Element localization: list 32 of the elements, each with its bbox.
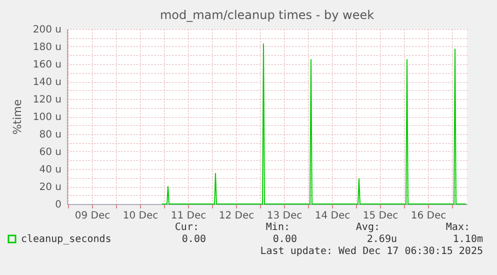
x-tick-label: 13 Dec xyxy=(266,210,302,222)
y-tick-label: 20 u xyxy=(39,182,62,193)
x-tick-label: 16 Dec xyxy=(410,210,446,222)
text: Avg: xyxy=(356,222,380,234)
y-tick-label: 200 u xyxy=(32,24,62,36)
x-tick-label: 10 Dec xyxy=(122,210,158,222)
text: 1.10m xyxy=(452,234,483,246)
x-tick-label: 11 Dec xyxy=(170,210,206,222)
text: Min: xyxy=(266,222,290,234)
y-tick-label: 140 u xyxy=(32,77,62,88)
y-tick-label: 60 u xyxy=(39,147,62,158)
x-tick-label: 09 Dec xyxy=(74,210,110,222)
text: 0.00 xyxy=(182,234,206,246)
text: 2.69u xyxy=(366,234,397,246)
y-tick-label: 180 u xyxy=(32,42,62,53)
y-tick-label: 160 u xyxy=(32,60,62,70)
text: Max: xyxy=(446,222,470,234)
chart-title: mod_mam/cleanup times - by week xyxy=(160,8,374,22)
y-axis-title: %time xyxy=(10,99,24,135)
legend-label: cleanup_seconds xyxy=(21,234,112,245)
y-tick-label: 120 u xyxy=(32,94,62,106)
y-tick-label: 100 u xyxy=(32,112,62,123)
y-tick-label: 40 u xyxy=(39,164,62,176)
x-tick-label: 15 Dec xyxy=(362,210,398,222)
x-tick-label: 14 Dec xyxy=(314,210,350,222)
x-tick-label: 12 Dec xyxy=(218,210,254,222)
y-tick-label: 0 xyxy=(55,200,62,210)
text: Last update: Wed Dec 17 06:30:15 2025 xyxy=(260,246,483,258)
text: 0.00 xyxy=(272,234,297,246)
line-series xyxy=(162,43,466,204)
text: Cur: xyxy=(174,222,199,234)
y-tick-label: 80 u xyxy=(39,130,62,140)
